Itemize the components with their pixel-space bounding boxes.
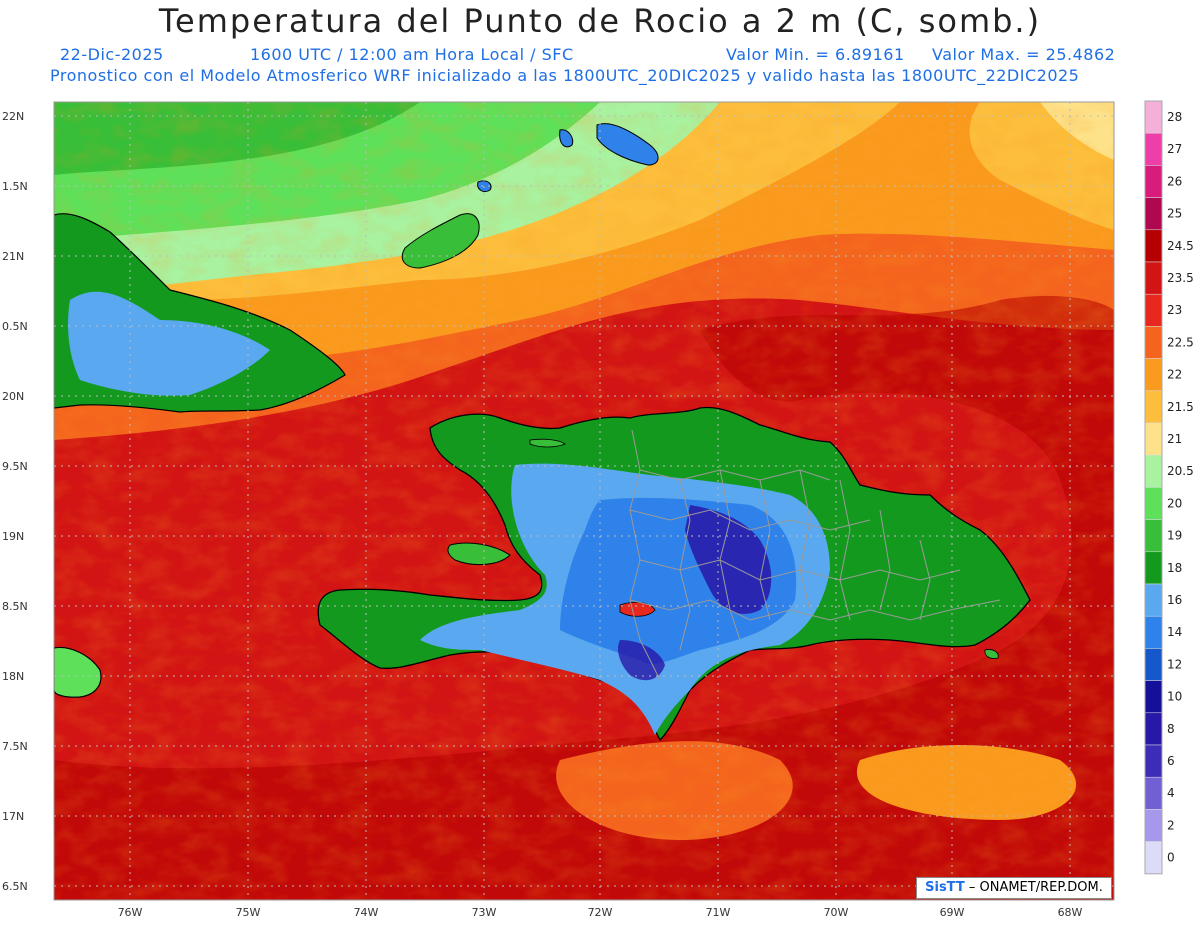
colorbar-swatch — [1144, 841, 1163, 875]
credit-text: – ONAMET/REP.DOM. — [964, 880, 1103, 895]
colorbar-swatch — [1144, 132, 1163, 166]
lon-label: 76W — [118, 906, 143, 919]
colorbar-label: 4 — [1167, 786, 1175, 800]
colorbar-swatch — [1144, 100, 1163, 134]
caicos-island — [596, 123, 659, 166]
colorbar-label: 23.5 — [1167, 271, 1194, 285]
lon-label: 69W — [940, 906, 965, 919]
colorbar-label: 21.5 — [1167, 400, 1194, 414]
colorbar-swatch — [1144, 261, 1163, 295]
colorbar-swatch — [1144, 422, 1163, 456]
lat-label: 1.5N — [2, 180, 28, 193]
colorbar-label: 24.5 — [1167, 239, 1194, 253]
colorbar-label: 22 — [1167, 368, 1182, 382]
max-value-label: Valor Max. = 25.4862 — [932, 45, 1116, 64]
colorbar-label: 6 — [1167, 754, 1175, 768]
lon-label: 71W — [706, 906, 731, 919]
colorbar-swatch — [1144, 390, 1163, 424]
colorbar-label: 20.5 — [1167, 464, 1194, 478]
colorbar-label: 27 — [1167, 142, 1182, 156]
colorbar-swatch — [1144, 648, 1163, 681]
colorbar-frame — [1144, 100, 1163, 875]
lat-label: 21N — [2, 250, 24, 263]
colorbar-swatch — [1144, 809, 1163, 842]
latitude-axis: 22N 1.5N 21N 0.5N 20N 9.5N 19N 8.5N 18N … — [2, 110, 28, 893]
colorbar-label: 19 — [1167, 529, 1182, 543]
colorbar-label: 20 — [1167, 496, 1182, 510]
lat-label: 22N — [2, 110, 24, 123]
min-value-label: Valor Min. = 6.89161 — [726, 45, 905, 64]
colorbar-swatch — [1144, 165, 1163, 198]
graticule — [54, 102, 1114, 900]
lat-label: 7.5N — [2, 740, 28, 753]
sierra-bahoruco-cold — [618, 640, 665, 681]
colorbar-swatch — [1144, 712, 1163, 746]
colorbar-label: 10 — [1167, 690, 1182, 704]
lon-label: 75W — [236, 906, 261, 919]
colorbar-swatch — [1144, 326, 1163, 359]
lon-label: 72W — [588, 906, 613, 919]
lon-label: 73W — [472, 906, 497, 919]
colorbar-swatch — [1144, 519, 1163, 553]
great-inagua-island — [401, 213, 480, 269]
longitude-axis: 76W 75W 74W 73W 72W 71W 70W 69W 68W — [118, 906, 1083, 919]
colorbar-swatch — [1144, 229, 1163, 263]
lat-label: 9.5N — [2, 460, 28, 473]
colorbar-label: 14 — [1167, 625, 1182, 639]
lon-label: 68W — [1058, 906, 1083, 919]
lon-label: 70W — [824, 906, 849, 919]
cordillera-central-cold — [685, 505, 772, 614]
colorbar-label: 22.5 — [1167, 335, 1194, 349]
lat-label: 18N — [2, 670, 24, 683]
colorbar-label: 16 — [1167, 593, 1182, 607]
colorbar-swatch — [1144, 454, 1163, 488]
tortuga-island — [529, 438, 566, 448]
colorbar-label: 0 — [1167, 851, 1175, 865]
colorbar-label: 23 — [1167, 303, 1182, 317]
colorbar-label: 21 — [1167, 432, 1182, 446]
time-label: 1600 UTC / 12:00 am Hora Local / SFC — [250, 45, 574, 64]
map-title: Temperatura del Punto de Rocio a 2 m (C,… — [158, 2, 1042, 40]
colorbar-swatch — [1144, 744, 1163, 778]
providenciales-island — [559, 129, 574, 148]
colorbar-label: 8 — [1167, 722, 1175, 736]
lat-label: 8.5N — [2, 600, 28, 613]
colorbar-swatch — [1144, 487, 1163, 520]
colorbar-swatch — [1144, 680, 1163, 714]
date-label: 22-Dic-2025 — [60, 45, 164, 64]
lat-label: 17N — [2, 810, 24, 823]
map-plot-area — [54, 102, 1114, 900]
colorbar-swatch — [1144, 776, 1163, 810]
colorbar-label: 28 — [1167, 110, 1182, 124]
colorbar-label: 25 — [1167, 207, 1182, 221]
colorbar-swatch — [1144, 197, 1163, 231]
lat-label: 19N — [2, 530, 24, 543]
colorbar: 2827262524.523.52322.52221.52120.5201918… — [1144, 100, 1194, 875]
colorbar-swatch — [1144, 358, 1163, 392]
lat-label: 6.5N — [2, 880, 28, 893]
colorbar-label: 2 — [1167, 818, 1175, 832]
gonave-island — [447, 542, 511, 566]
sistt-logo: SisTT — [925, 880, 965, 895]
lon-label: 74W — [354, 906, 379, 919]
credit-box: SisTT – ONAMET/REP.DOM. — [916, 877, 1112, 899]
saona-island — [984, 649, 999, 659]
map-frame — [53, 101, 1115, 901]
jamaica-landmass — [54, 646, 102, 698]
colorbar-label: 26 — [1167, 174, 1182, 188]
colorbar-swatch — [1144, 583, 1163, 617]
colorbar-swatch — [1144, 551, 1163, 585]
cuba-cool-area — [68, 291, 270, 396]
province-boundaries — [629, 429, 1001, 681]
colorbar-label: 18 — [1167, 561, 1182, 575]
colorbar-swatch — [1144, 615, 1163, 649]
lat-label: 20N — [2, 390, 24, 403]
lat-label: 0.5N — [2, 320, 28, 333]
forecast-info: Pronostico con el Modelo Atmosferico WRF… — [50, 66, 1080, 85]
colorbar-label: 12 — [1167, 657, 1182, 671]
colorbar-swatch — [1144, 293, 1163, 327]
